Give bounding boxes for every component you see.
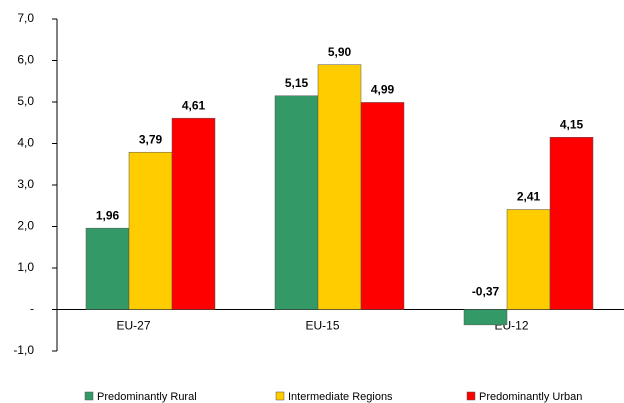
legend-label: Predominantly Urban [479, 391, 582, 403]
value-label: 4,61 [182, 98, 206, 112]
value-label: 4,99 [371, 83, 395, 97]
value-label: 5,90 [328, 45, 352, 59]
legend-label: Predominantly Rural [97, 391, 197, 403]
bar [317, 64, 362, 310]
bar [463, 309, 508, 326]
value-label: 2,41 [517, 190, 541, 204]
y-tick-label: 7,0 [17, 11, 34, 25]
y-tick-label: 3,0 [17, 177, 34, 191]
value-label: -0,37 [472, 285, 500, 299]
bar [360, 102, 405, 310]
bar [506, 209, 551, 310]
legend-swatch [275, 391, 285, 401]
bar [549, 137, 594, 310]
y-tick-label: 2,0 [17, 219, 34, 233]
legend-label: Intermediate Regions [288, 391, 393, 403]
legend-swatch [466, 391, 476, 401]
y-tick-label: - [30, 302, 34, 316]
value-label: 4,15 [560, 117, 584, 131]
bar [171, 117, 216, 310]
x-tick-label: EU-27 [116, 319, 150, 333]
y-tick-label: 5,0 [17, 94, 34, 108]
y-tick-label: 1,0 [17, 260, 34, 274]
value-label: 5,15 [285, 76, 309, 90]
legend-swatch [84, 391, 94, 401]
value-label: 3,79 [139, 132, 163, 146]
y-tick-label: -1,0 [13, 343, 34, 357]
value-label: 1,96 [96, 208, 120, 222]
y-tick-label: 6,0 [17, 53, 34, 67]
x-tick-label: EU-15 [305, 319, 339, 333]
bar [128, 151, 173, 310]
bar [85, 227, 130, 310]
y-tick-label: 4,0 [17, 136, 34, 150]
bar [274, 95, 319, 310]
